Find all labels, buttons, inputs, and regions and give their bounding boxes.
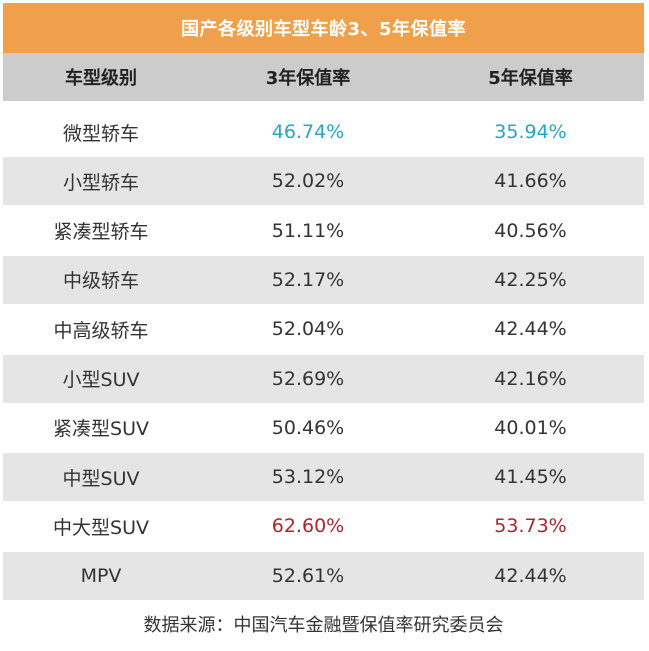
- table-row: 小型SUV 52.69% 42.16%: [3, 354, 644, 403]
- table-header-row: 车型级别 3年保值率 5年保值率: [3, 53, 644, 101]
- cell-category: 紧凑型SUV: [53, 418, 149, 441]
- cell-category: 中高级轿车: [53, 319, 149, 342]
- cell-category: 中大型SUV: [53, 516, 149, 539]
- header-category: 车型级别: [65, 68, 137, 89]
- cell-5yr-rate: 41.45%: [494, 466, 567, 489]
- cell-5yr-rate: 41.66%: [494, 170, 567, 193]
- cell-category: 小型SUV: [62, 369, 140, 391]
- cell-category: MPV: [80, 564, 122, 587]
- cell-3yr-rate: 52.69%: [271, 367, 345, 390]
- table-row: 微型轿车 46.74% 35.94%: [3, 108, 644, 156]
- cell-5yr-rate: 53.73%: [494, 515, 567, 538]
- cell-category: 小型轿车: [62, 171, 139, 194]
- table-row: 中大型SUV 62.60% 53.73%: [3, 502, 644, 551]
- cell-category: 紧凑型轿车: [53, 221, 149, 244]
- cell-5yr-rate: 42.25%: [494, 268, 567, 291]
- cell-5yr-rate: 35.94%: [494, 121, 567, 143]
- cell-category: 中型SUV: [62, 467, 140, 490]
- cell-3yr-rate: 52.04%: [271, 318, 345, 341]
- cell-3yr-rate: 50.46%: [271, 416, 345, 439]
- cell-5yr-rate: 42.44%: [494, 318, 567, 341]
- table-row: 紧凑型轿车 51.11% 40.56%: [3, 206, 644, 255]
- cell-3yr-rate: 52.02%: [271, 170, 345, 193]
- cell-category: 微型轿车: [62, 122, 139, 145]
- cell-3yr-rate: 52.61%: [271, 564, 345, 587]
- table-row: 中级轿车 52.17% 42.25%: [3, 255, 644, 304]
- cell-5yr-rate: 40.56%: [494, 219, 567, 242]
- table-row: 紧凑型SUV 50.46% 40.01%: [3, 403, 644, 452]
- table-title: 国产各级别车型车龄3、5年保值率: [3, 3, 644, 53]
- cell-5yr-rate: 40.01%: [494, 416, 567, 439]
- table-row: 中型SUV 53.12% 41.45%: [3, 453, 644, 502]
- table-row: 中高级轿车 52.04% 42.44%: [3, 305, 644, 354]
- cell-3yr-rate: 46.74%: [271, 121, 345, 143]
- cell-3yr-rate: 51.11%: [271, 219, 345, 242]
- cell-5yr-rate: 42.16%: [494, 367, 567, 390]
- cell-3yr-rate: 52.17%: [271, 268, 345, 291]
- source-note: 数据来源：中国汽车金融暨保值率研究委员会: [3, 601, 644, 647]
- cell-5yr-rate: 42.44%: [494, 564, 567, 587]
- retention-table: 国产各级别车型车龄3、5年保值率 车型级别 3年保值率 5年保值率 微型轿车 46…: [3, 3, 644, 647]
- cell-category: 中级轿车: [62, 270, 139, 293]
- cell-3yr-rate: 53.12%: [271, 466, 345, 489]
- cell-3yr-rate: 62.60%: [271, 515, 345, 538]
- header-3yr: 3年保值率: [265, 68, 351, 89]
- header-5yr: 5年保值率: [488, 68, 573, 89]
- table-row: 小型轿车 52.02% 41.66%: [3, 157, 644, 206]
- table-row: MPV 52.61% 42.44%: [3, 551, 644, 600]
